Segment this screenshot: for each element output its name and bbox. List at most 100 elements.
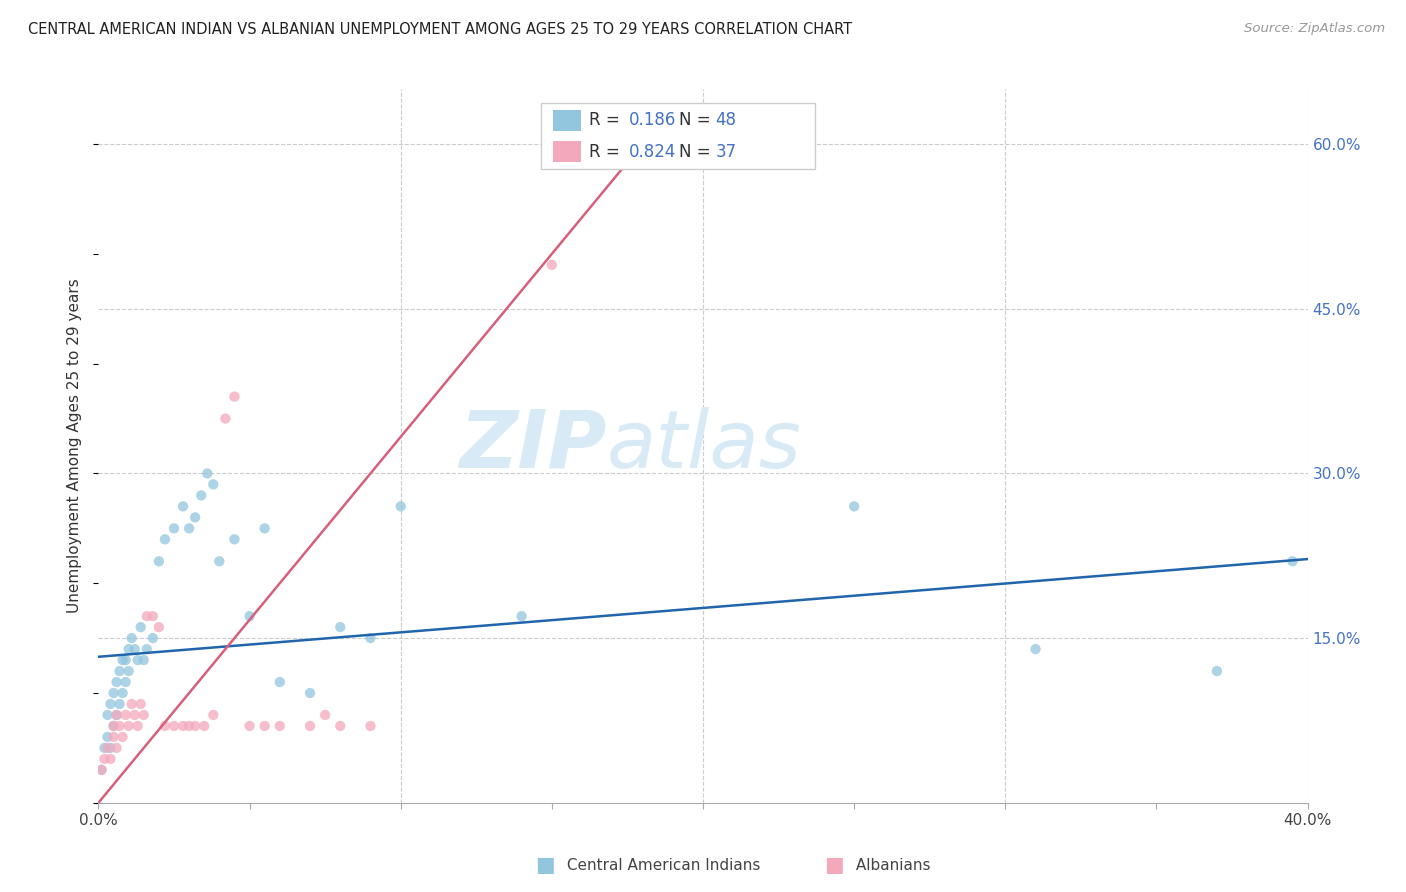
Point [118, 642, 141, 657]
Point [224, 533, 246, 547]
Point [90, 763, 112, 777]
Point [103, 686, 125, 700]
Text: atlas: atlas [606, 407, 801, 485]
Point [179, 719, 201, 733]
Point [132, 653, 155, 667]
Text: CENTRAL AMERICAN INDIAN VS ALBANIAN UNEMPLOYMENT AMONG AGES 25 TO 29 YEARS CORRE: CENTRAL AMERICAN INDIAN VS ALBANIAN UNEM… [28, 22, 852, 37]
Point [105, 708, 128, 723]
Point [190, 488, 212, 502]
Point [96, 740, 118, 755]
Point [299, 686, 322, 700]
Point [184, 719, 207, 733]
Point [127, 719, 149, 733]
Point [153, 533, 176, 547]
Point [1024, 642, 1046, 657]
Text: R =: R = [589, 112, 626, 129]
Point [111, 730, 134, 744]
Point [202, 477, 225, 491]
Point [103, 719, 125, 733]
Point [103, 730, 125, 744]
Point [135, 642, 157, 657]
Point [389, 500, 412, 514]
Point [142, 609, 165, 624]
Point [135, 609, 157, 624]
Point [118, 664, 141, 678]
Point [90, 763, 112, 777]
Point [172, 500, 194, 514]
Point [179, 521, 201, 535]
Text: ■: ■ [824, 855, 844, 875]
Text: N =: N = [679, 143, 716, 161]
Point [253, 719, 276, 733]
Text: ■: ■ [536, 855, 555, 875]
Point [1206, 664, 1229, 678]
Point [239, 719, 262, 733]
Point [148, 620, 170, 634]
Point [100, 752, 122, 766]
Point [129, 620, 152, 634]
Point [202, 708, 225, 723]
Point [108, 697, 131, 711]
Point [329, 719, 352, 733]
Point [111, 653, 134, 667]
Point [172, 719, 194, 733]
Point [114, 653, 136, 667]
Point [184, 510, 207, 524]
Point [163, 521, 186, 535]
Text: ZIP: ZIP [458, 407, 606, 485]
Text: Central American Indians: Central American Indians [562, 858, 761, 872]
Point [510, 609, 533, 624]
Point [93, 740, 115, 755]
Point [105, 740, 128, 755]
Point [100, 740, 122, 755]
Point [314, 708, 336, 723]
Point [121, 631, 143, 645]
Point [100, 697, 122, 711]
Point [127, 653, 149, 667]
Point [195, 467, 218, 481]
Point [844, 500, 866, 514]
Point [193, 719, 215, 733]
Point [299, 719, 322, 733]
Point [269, 675, 291, 690]
Point [96, 730, 118, 744]
Point [540, 258, 562, 272]
Text: Albanians: Albanians [851, 858, 931, 872]
Text: 0.824: 0.824 [628, 143, 676, 161]
Point [142, 631, 165, 645]
Y-axis label: Unemployment Among Ages 25 to 29 years: Unemployment Among Ages 25 to 29 years [67, 278, 83, 614]
Point [329, 620, 352, 634]
Point [124, 642, 146, 657]
Point [105, 708, 128, 723]
Point [114, 675, 136, 690]
Text: R =: R = [589, 143, 626, 161]
Point [108, 719, 131, 733]
Point [124, 708, 146, 723]
Point [96, 708, 118, 723]
Point [224, 390, 246, 404]
Text: 0.186: 0.186 [628, 112, 676, 129]
Point [163, 719, 186, 733]
Point [239, 609, 262, 624]
Point [118, 719, 141, 733]
Point [208, 554, 231, 568]
Point [360, 719, 382, 733]
Point [105, 675, 128, 690]
Point [111, 686, 134, 700]
Text: 48: 48 [716, 112, 737, 129]
Point [108, 664, 131, 678]
Point [269, 719, 291, 733]
Text: N =: N = [679, 112, 716, 129]
Point [153, 719, 176, 733]
Point [114, 708, 136, 723]
Point [103, 719, 125, 733]
Point [253, 521, 276, 535]
Point [148, 554, 170, 568]
Text: 37: 37 [716, 143, 737, 161]
Point [1281, 554, 1303, 568]
Point [214, 411, 236, 425]
Point [121, 697, 143, 711]
Point [132, 708, 155, 723]
Point [93, 752, 115, 766]
Point [129, 697, 152, 711]
